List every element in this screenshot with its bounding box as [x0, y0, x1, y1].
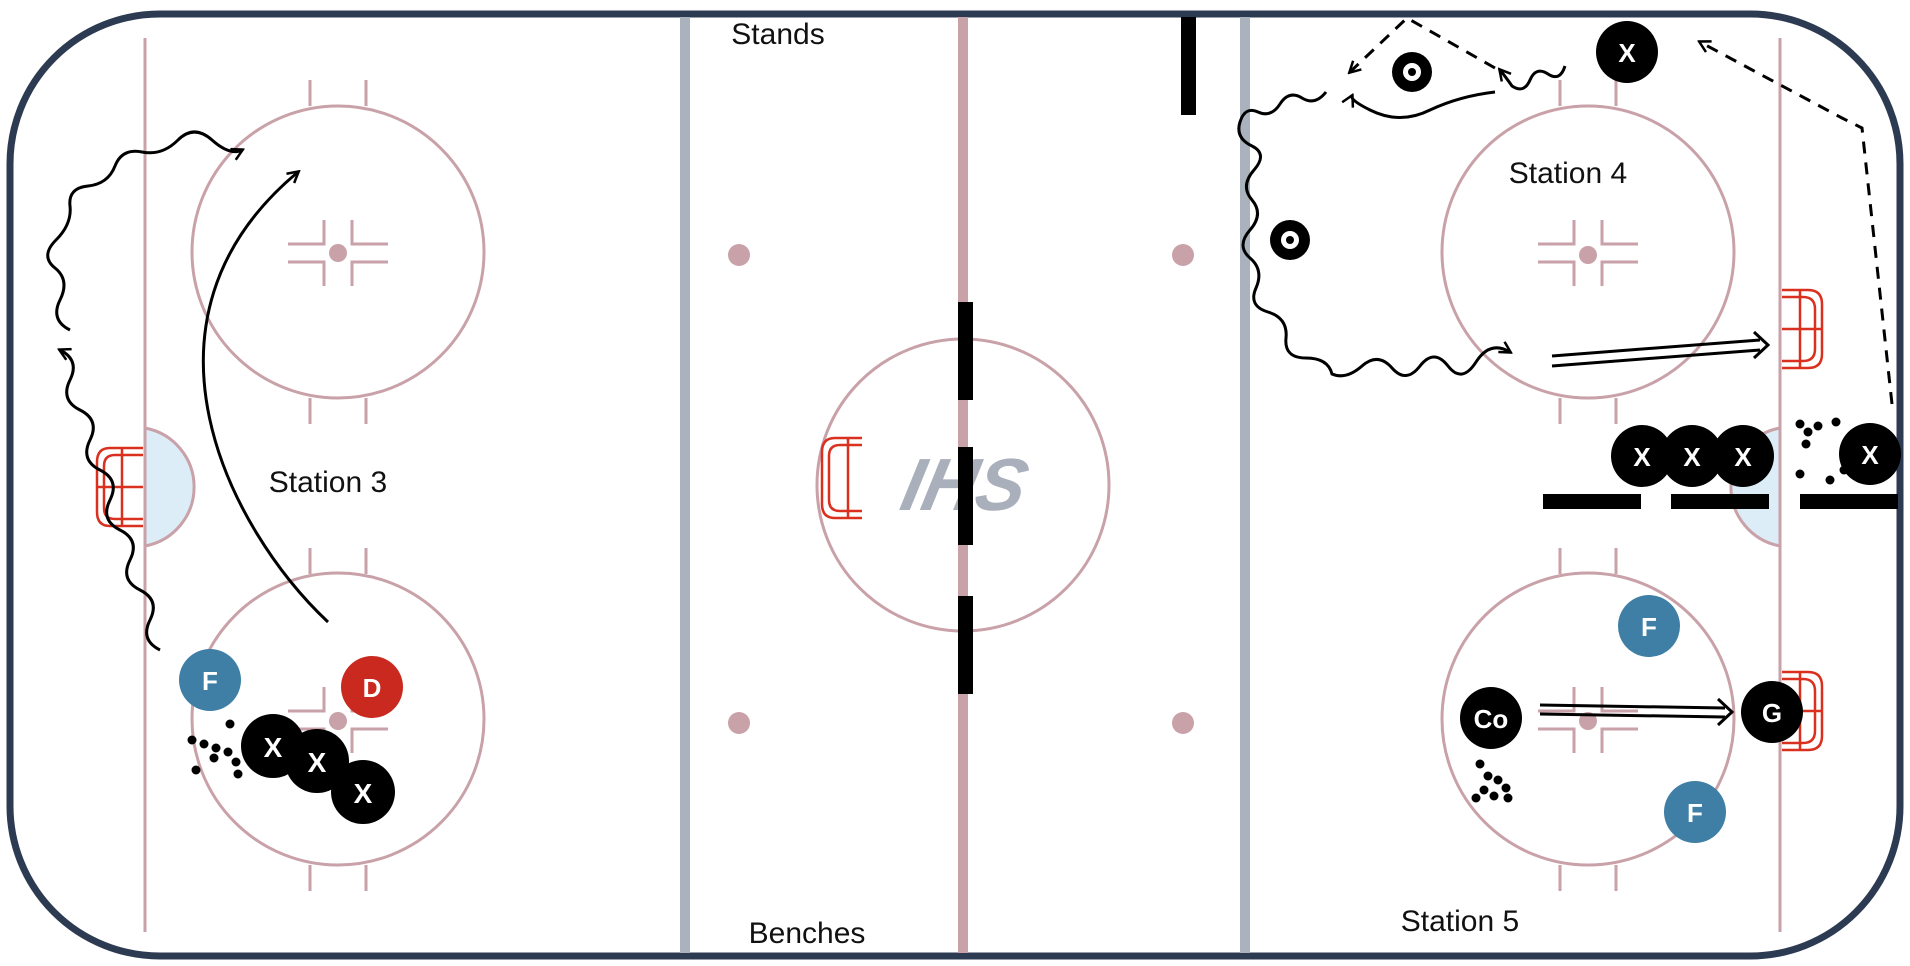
- net-center: [820, 436, 862, 520]
- pass-arrowhead-station5: [1716, 697, 1735, 727]
- blue-line-left: [680, 17, 690, 953]
- svg-text:X: X: [354, 778, 373, 809]
- tire-obstacle-icon: [1270, 220, 1310, 260]
- barrier-center-bottom: [958, 596, 973, 694]
- skate-path-dashed-2: [1350, 16, 1496, 72]
- player-token-forward: F: [1618, 595, 1680, 657]
- svg-text:X: X: [1618, 38, 1636, 68]
- svg-text:D: D: [363, 673, 382, 703]
- puck-pile: [187, 719, 243, 779]
- label-station-4: Station 4: [1509, 157, 1627, 190]
- player-token-x: X: [1611, 425, 1673, 487]
- barrier-right-h1: [1543, 494, 1641, 509]
- neutral-dot: [1172, 244, 1194, 266]
- svg-text:X: X: [1734, 442, 1752, 472]
- svg-text:X: X: [1633, 442, 1651, 472]
- svg-text:F: F: [202, 666, 218, 696]
- faceoff-circle-right-top: [1440, 80, 1736, 424]
- skate-path-wavy-2: [46, 130, 242, 332]
- neutral-dot: [728, 712, 750, 734]
- player-token-x: X: [1661, 425, 1723, 487]
- label-stands: Stands: [731, 18, 824, 51]
- neutral-dot: [728, 244, 750, 266]
- player-token-x: X: [331, 760, 395, 824]
- label-benches: Benches: [749, 917, 866, 950]
- svg-text:F: F: [1687, 798, 1703, 828]
- player-token-goalie: G: [1741, 681, 1803, 743]
- barrier-right-h2: [1671, 494, 1769, 509]
- skate-path-curve: [201, 172, 330, 624]
- svg-text:Co: Co: [1474, 704, 1509, 734]
- svg-text:X: X: [264, 732, 283, 763]
- goal-crease-left: [143, 426, 196, 548]
- svg-text:X: X: [1683, 442, 1701, 472]
- skate-path-dashed-1: [1700, 42, 1894, 405]
- player-token-coach: Co: [1460, 687, 1522, 749]
- puck-pile: [1471, 759, 1513, 803]
- svg-text:F: F: [1641, 612, 1657, 642]
- faceoff-circle-left-top: [190, 80, 486, 424]
- svg-text:X: X: [1861, 440, 1879, 470]
- label-station-5: Station 5: [1401, 905, 1519, 938]
- pass-path-station5: [1539, 703, 1726, 719]
- skate-path-wavy-top: [1500, 65, 1567, 91]
- skate-path-curve-top: [1352, 90, 1496, 119]
- svg-text:G: G: [1762, 698, 1782, 728]
- pass-arrowhead-station4: [1752, 330, 1771, 360]
- player-token-forward: F: [179, 649, 241, 711]
- player-token-x: X: [1712, 425, 1774, 487]
- barrier-right-h3: [1800, 494, 1898, 509]
- player-token-x: X: [1839, 423, 1901, 485]
- barrier-center-top: [958, 302, 973, 400]
- player-token-x: X: [1596, 21, 1658, 83]
- faceoff-circle-right-bottom: [1440, 548, 1736, 891]
- faceoff-circle-left-bottom: [190, 548, 486, 891]
- pass-path-station4: [1551, 338, 1761, 368]
- player-token-forward: F: [1664, 781, 1726, 843]
- player-token-defense: D: [341, 656, 403, 718]
- player-token-x: X: [285, 729, 349, 793]
- tire-obstacle-icon: [1392, 52, 1432, 92]
- barrier-center-mid: [958, 447, 973, 545]
- skate-path-wavy-4: [1237, 91, 1510, 378]
- svg-text:X: X: [308, 747, 327, 778]
- barrier-right-top: [1181, 17, 1196, 115]
- net-left: [95, 446, 143, 528]
- neutral-dot: [1172, 712, 1194, 734]
- skate-path-wavy-1: [60, 350, 161, 652]
- net-right-upper: [1782, 288, 1824, 370]
- label-station-3: Station 3: [269, 466, 387, 499]
- blue-line-right: [1240, 17, 1250, 953]
